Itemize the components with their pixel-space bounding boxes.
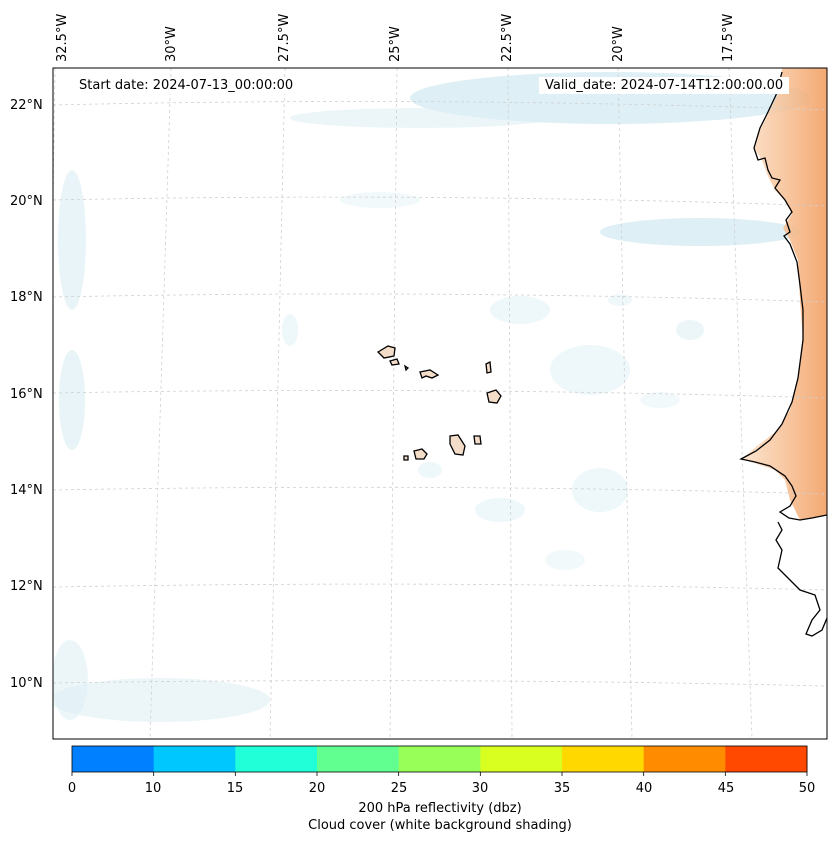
colorbar-sublabel: Cloud cover (white background shading) [308,818,572,833]
island-sao-vicente [389,358,400,366]
lon-label: 32.5°W [55,13,70,62]
lat-label: 10°N [10,676,43,691]
land-shading [742,68,827,520]
valid-date-label: Valid_date: 2024-07-14T12:00:00.00 [539,77,790,94]
lon-label: 30°W [164,26,179,62]
island-sao-nicolau [419,369,440,379]
island-fogo [413,448,428,460]
start-date-label: Start date: 2024-07-13_00:00:00 [73,77,300,94]
lon-label: 22.5°W [500,13,515,62]
colorbar-tick: 20 [308,781,326,796]
colorbar-segment [562,746,645,772]
colorbar-segment [153,746,236,772]
map-frame [52,67,828,740]
island-sal [485,360,492,374]
colorbar-segment [235,746,318,772]
colorbar-tick: 10 [144,781,162,796]
colorbar-segment [725,746,808,772]
colorbar-segment [72,746,155,772]
island-brava [403,455,409,461]
colorbar-segment [643,746,726,772]
lat-label: 14°N [10,483,43,498]
africa-coastline [739,71,827,521]
island-maio [473,435,482,445]
colorbar-segment [398,746,481,772]
colorbar-segment [480,746,563,772]
lat-label: 20°N [10,194,43,209]
cape-verde-islands [376,345,502,461]
colorbar-outline [71,745,808,773]
lat-label: 22°N [10,98,43,113]
graticule [53,68,827,739]
map-background [53,68,827,739]
island-santiago [449,434,466,456]
lon-label: 17.5°W [721,13,736,62]
colorbar-tick: 50 [798,781,816,796]
colorbar-segment [317,746,400,772]
colorbar-tick: 30 [471,781,489,796]
colorbar-tick: 45 [717,781,735,796]
island-boa-vista [486,389,502,404]
lon-label: 27.5°W [277,13,292,62]
colorbar-tick: 25 [390,781,408,796]
colorbar [71,745,808,776]
colorbar-tick: 0 [67,781,77,796]
colorbar-tick: 35 [553,781,571,796]
lon-label: 20°W [611,26,626,62]
africa-coastline-south [775,521,827,637]
island-santa-luzia [403,364,410,372]
colorbar-tick: 40 [635,781,653,796]
lon-label: 25°W [388,26,403,62]
lat-label: 16°N [10,387,43,402]
island-santo-antao [376,345,396,359]
colorbar-tick: 15 [226,781,244,796]
lat-label: 18°N [10,290,43,305]
lat-label: 12°N [10,579,43,594]
colorbar-label: 200 hPa reflectivity (dbz) [358,801,522,816]
cloud-cover-shading [53,72,810,722]
